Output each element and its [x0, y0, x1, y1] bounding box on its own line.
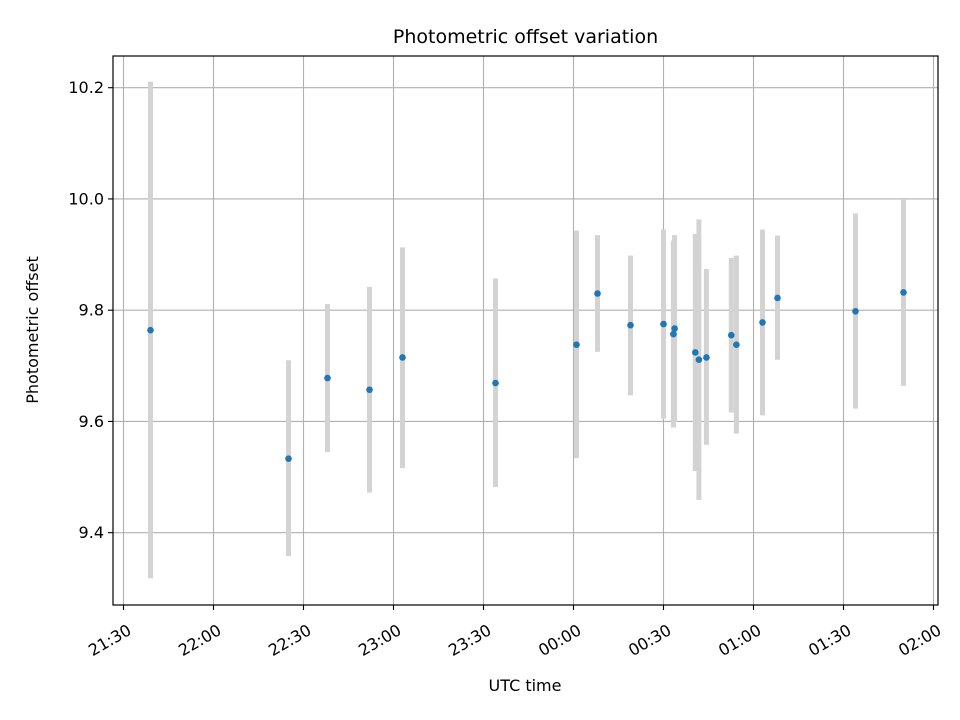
data-point — [573, 341, 580, 348]
data-point — [366, 386, 373, 394]
data-point — [733, 341, 740, 348]
data-point — [285, 455, 292, 463]
plot-frame — [112, 55, 939, 606]
data-point — [900, 289, 907, 296]
data-point — [324, 374, 331, 382]
data-point — [594, 290, 601, 297]
data-point — [703, 354, 710, 361]
data-point — [759, 319, 766, 326]
data-point — [692, 349, 699, 356]
data-point — [852, 308, 859, 315]
data-points — [147, 289, 907, 463]
data-point — [399, 354, 406, 361]
data-point — [728, 331, 735, 339]
y-tick-label: 10.2 — [68, 78, 104, 97]
data-point — [147, 326, 154, 334]
y-tick-label: 9.6 — [79, 412, 104, 431]
data-point — [670, 330, 677, 338]
x-axis-label: UTC time — [489, 676, 562, 695]
plot-area — [113, 56, 938, 605]
data-point — [774, 294, 781, 302]
y-tick-label: 9.4 — [79, 523, 104, 542]
data-point — [660, 320, 667, 328]
y-tick-label: 9.8 — [79, 301, 104, 320]
y-axis-ticks: 9.4 9.6 9.8 10.0 10.2 — [68, 78, 113, 542]
data-point — [695, 356, 703, 364]
data-point — [492, 379, 499, 387]
y-tick-label: 10.0 — [68, 189, 104, 208]
data-point — [671, 325, 678, 332]
chart-title: Photometric offset variation — [393, 26, 658, 48]
grid — [113, 56, 938, 605]
y-axis-label: Photometric offset — [23, 256, 42, 404]
data-point — [627, 321, 634, 329]
